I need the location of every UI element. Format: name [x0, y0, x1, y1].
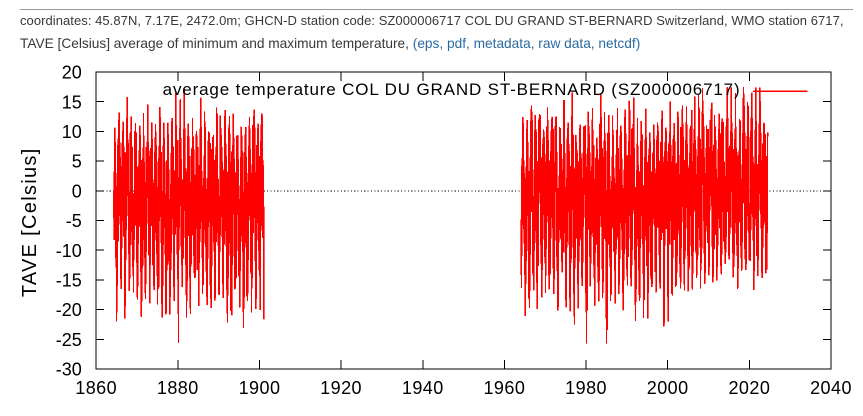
svg-text:1900: 1900 [239, 378, 281, 398]
svg-text:-20: -20 [56, 300, 82, 320]
svg-text:-10: -10 [56, 241, 82, 261]
svg-text:10: 10 [62, 122, 82, 142]
svg-text:0: 0 [72, 181, 82, 201]
svg-text:2020: 2020 [728, 378, 770, 398]
svg-text:1920: 1920 [320, 378, 362, 398]
svg-text:5: 5 [72, 152, 82, 172]
svg-text:1940: 1940 [402, 378, 444, 398]
svg-text:-15: -15 [56, 271, 82, 291]
svg-text:-25: -25 [56, 330, 82, 350]
svg-text:1960: 1960 [483, 378, 525, 398]
svg-text:TAVE [Celsius]: TAVE [Celsius] [19, 147, 41, 297]
svg-text:-5: -5 [66, 211, 82, 231]
svg-text:20: 20 [62, 63, 82, 83]
svg-text:2000: 2000 [647, 378, 689, 398]
svg-text:15: 15 [62, 92, 82, 112]
svg-text:1860: 1860 [75, 378, 117, 398]
svg-text:1980: 1980 [565, 378, 607, 398]
svg-text:1880: 1880 [157, 378, 199, 398]
svg-text:average temperature COL DU GRA: average temperature COL DU GRAND ST-BERN… [163, 80, 741, 99]
svg-text:-30: -30 [56, 360, 82, 380]
svg-text:2040: 2040 [810, 378, 852, 398]
